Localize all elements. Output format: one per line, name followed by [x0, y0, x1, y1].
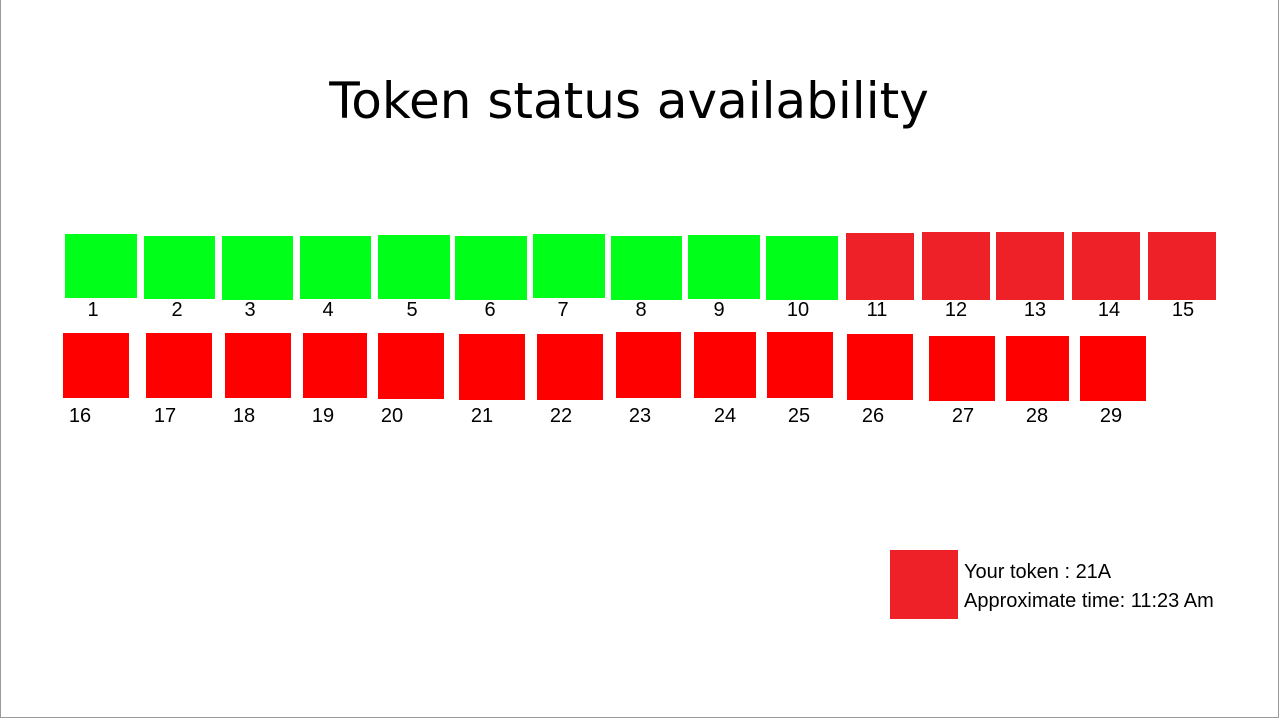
- token-tile-15[interactable]: [1148, 232, 1216, 300]
- token-tile-2[interactable]: [144, 236, 215, 299]
- token-number-26: 26: [861, 405, 885, 427]
- token-tile-20[interactable]: [378, 333, 444, 399]
- token-number-12: 12: [944, 299, 968, 321]
- token-number-13: 13: [1023, 299, 1047, 321]
- token-number-2: 2: [171, 299, 183, 321]
- token-number-21: 21: [470, 405, 494, 427]
- token-tile-12[interactable]: [922, 232, 990, 300]
- token-number-11: 11: [866, 299, 888, 321]
- token-tile-23[interactable]: [616, 332, 681, 398]
- token-tile-13[interactable]: [996, 232, 1064, 300]
- token-tile-26[interactable]: [847, 334, 913, 400]
- page-title: Token status availability: [329, 72, 929, 130]
- token-number-28: 28: [1025, 405, 1049, 427]
- token-tile-27[interactable]: [929, 336, 995, 401]
- token-number-29: 29: [1099, 405, 1123, 427]
- token-number-4: 4: [322, 299, 334, 321]
- your-token-info: Your token : 21A Approximate time: 11:23…: [964, 558, 1214, 616]
- token-number-23: 23: [628, 405, 652, 427]
- token-number-18: 18: [232, 405, 256, 427]
- token-number-25: 25: [787, 405, 811, 427]
- token-number-14: 14: [1097, 299, 1121, 321]
- token-number-1: 1: [87, 299, 99, 321]
- token-number-8: 8: [635, 299, 647, 321]
- token-number-7: 7: [557, 299, 569, 321]
- token-number-27: 27: [951, 405, 975, 427]
- token-number-10: 10: [786, 299, 810, 321]
- token-number-19: 19: [311, 405, 335, 427]
- token-tile-7[interactable]: [533, 234, 605, 298]
- token-tile-25[interactable]: [767, 332, 833, 398]
- token-tile-24[interactable]: [694, 332, 756, 398]
- token-tile-8[interactable]: [611, 236, 682, 300]
- your-token-label: Your token : 21A: [964, 561, 1112, 583]
- token-tile-6[interactable]: [455, 236, 527, 300]
- token-number-22: 22: [549, 405, 573, 427]
- token-tile-1[interactable]: [65, 234, 137, 298]
- token-number-9: 9: [713, 299, 725, 321]
- token-number-17: 17: [153, 405, 177, 427]
- your-token-swatch: [890, 550, 958, 619]
- token-tile-18[interactable]: [225, 333, 291, 398]
- token-tile-29[interactable]: [1080, 336, 1146, 401]
- token-tile-14[interactable]: [1072, 232, 1140, 300]
- token-number-24: 24: [713, 405, 737, 427]
- token-number-3: 3: [244, 299, 256, 321]
- approximate-time-label: Approximate time: 11:23 Am: [964, 590, 1214, 612]
- token-tile-5[interactable]: [378, 235, 450, 299]
- token-tile-11[interactable]: [846, 233, 914, 300]
- token-number-15: 15: [1171, 299, 1195, 321]
- token-tile-22[interactable]: [537, 334, 603, 400]
- token-number-20: 20: [380, 405, 404, 427]
- token-tile-3[interactable]: [222, 236, 293, 300]
- token-tile-28[interactable]: [1006, 336, 1069, 401]
- token-number-5: 5: [406, 299, 418, 321]
- token-tile-21[interactable]: [459, 334, 525, 400]
- token-tile-17[interactable]: [146, 333, 212, 398]
- token-tile-10[interactable]: [766, 236, 838, 300]
- token-tile-4[interactable]: [300, 236, 371, 299]
- token-tile-19[interactable]: [303, 333, 367, 398]
- token-number-16: 16: [68, 405, 92, 427]
- token-tile-16[interactable]: [63, 333, 129, 398]
- token-tile-9[interactable]: [688, 235, 760, 299]
- token-number-6: 6: [484, 299, 496, 321]
